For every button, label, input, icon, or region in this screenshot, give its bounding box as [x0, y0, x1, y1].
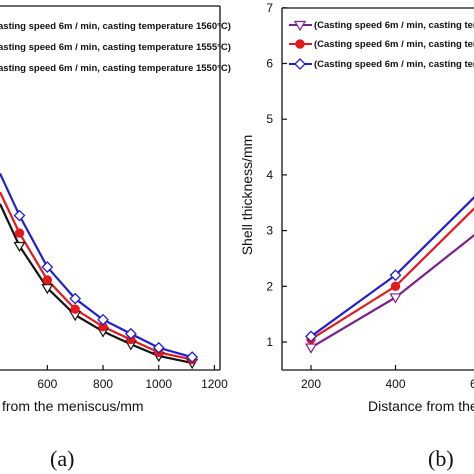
panel-b-series-1-line [310, 233, 474, 349]
panel-b-y-tick-label: 7 [266, 1, 273, 15]
panel-b-y-tick-label: 3 [266, 224, 273, 238]
panel-a-series-3-point [124, 327, 137, 340]
panel-a-series-1-point [13, 241, 26, 253]
panel-b-series-3-point [389, 269, 402, 282]
panel-b-x-axis-label: Distance from the [368, 398, 474, 414]
panel-b-series-3-point [305, 330, 317, 343]
panel-a-series-3-point [97, 313, 109, 326]
panel-b-legend-swatch-marker [294, 58, 306, 70]
panel-a-legend-entry: asting speed 6m / min, casting temperatu… [0, 42, 231, 53]
panel-a-series-2-point [42, 275, 53, 285]
panel-a-legend-entry: asting speed 6m / min, casting temperatu… [0, 63, 231, 74]
panel-b-y-tick-label: 5 [266, 112, 273, 126]
panel-b-y-tick-label: 2 [266, 279, 273, 293]
panel-a-x-tick-label: 1200 [201, 377, 228, 391]
panel-b-y-axis-label: Shell thickness/mm [239, 135, 255, 256]
panel-b-series-2-line [310, 207, 474, 341]
panel-b-y-tick-label: 1 [266, 335, 273, 349]
panel-b-legend-entry: (Casting speed 6m / min, casting tempera… [314, 39, 474, 50]
panel-b-series-1-point [304, 343, 318, 354]
panel-a-series-3-point [41, 261, 54, 273]
panel-a-series-3-point [186, 351, 199, 364]
panel-a: 600 800 1000 1200 asting speed 6m / min, ca… [0, 5, 231, 471]
panel-b-y-tick-label: 4 [266, 168, 273, 182]
panel-a-x-tick-label: 600 [37, 377, 57, 391]
panel-a-label: (a) [50, 446, 74, 471]
panel-b-x-tick-label: 600 [470, 377, 474, 391]
panel-a-series-3-point [13, 209, 26, 222]
panel-b-legend-entry: (Casting speed 6m / min, casting tempera… [314, 20, 474, 31]
panel-a-series-1-line [0, 203, 193, 365]
panel-b-series-2-point [390, 281, 401, 291]
panel-b-series-1-point [389, 293, 402, 304]
panel-b: 1 2 3 4 5 6 7 200 400 600 (Casting speed 6m / min… [239, 1, 474, 471]
panel-a-x-tick-label: 800 [93, 377, 113, 391]
panel-a-legend-entry: asting speed 6m / min, casting temperatu… [0, 21, 231, 32]
panel-b-series-3-line [310, 195, 474, 338]
panel-b-y-tick-label: 6 [266, 57, 273, 71]
panel-a-series-2-point [70, 304, 80, 314]
panel-b-legend-swatch-marker [293, 20, 307, 32]
panel-a-series-2-line [0, 191, 193, 361]
panel-b-x-tick-label: 200 [301, 377, 321, 391]
panel-b-legend-entry: (Casting speed 6m / min, casting tempera… [314, 59, 474, 70]
panel-a-series-3-line [0, 172, 193, 359]
panel-a-series-3-point [69, 292, 82, 305]
panel-a-series-2-point [14, 228, 25, 238]
panel-b-x-tick-label: 400 [385, 377, 405, 391]
panel-a-x-axis-label: from the meniscus/mm [2, 398, 144, 414]
panel-a-x-tick-label: 1000 [145, 377, 172, 391]
panel-b-label: (b) [428, 446, 454, 471]
panel-a-series-3-point [152, 341, 165, 354]
panel-b-legend-swatch-marker [295, 39, 305, 49]
